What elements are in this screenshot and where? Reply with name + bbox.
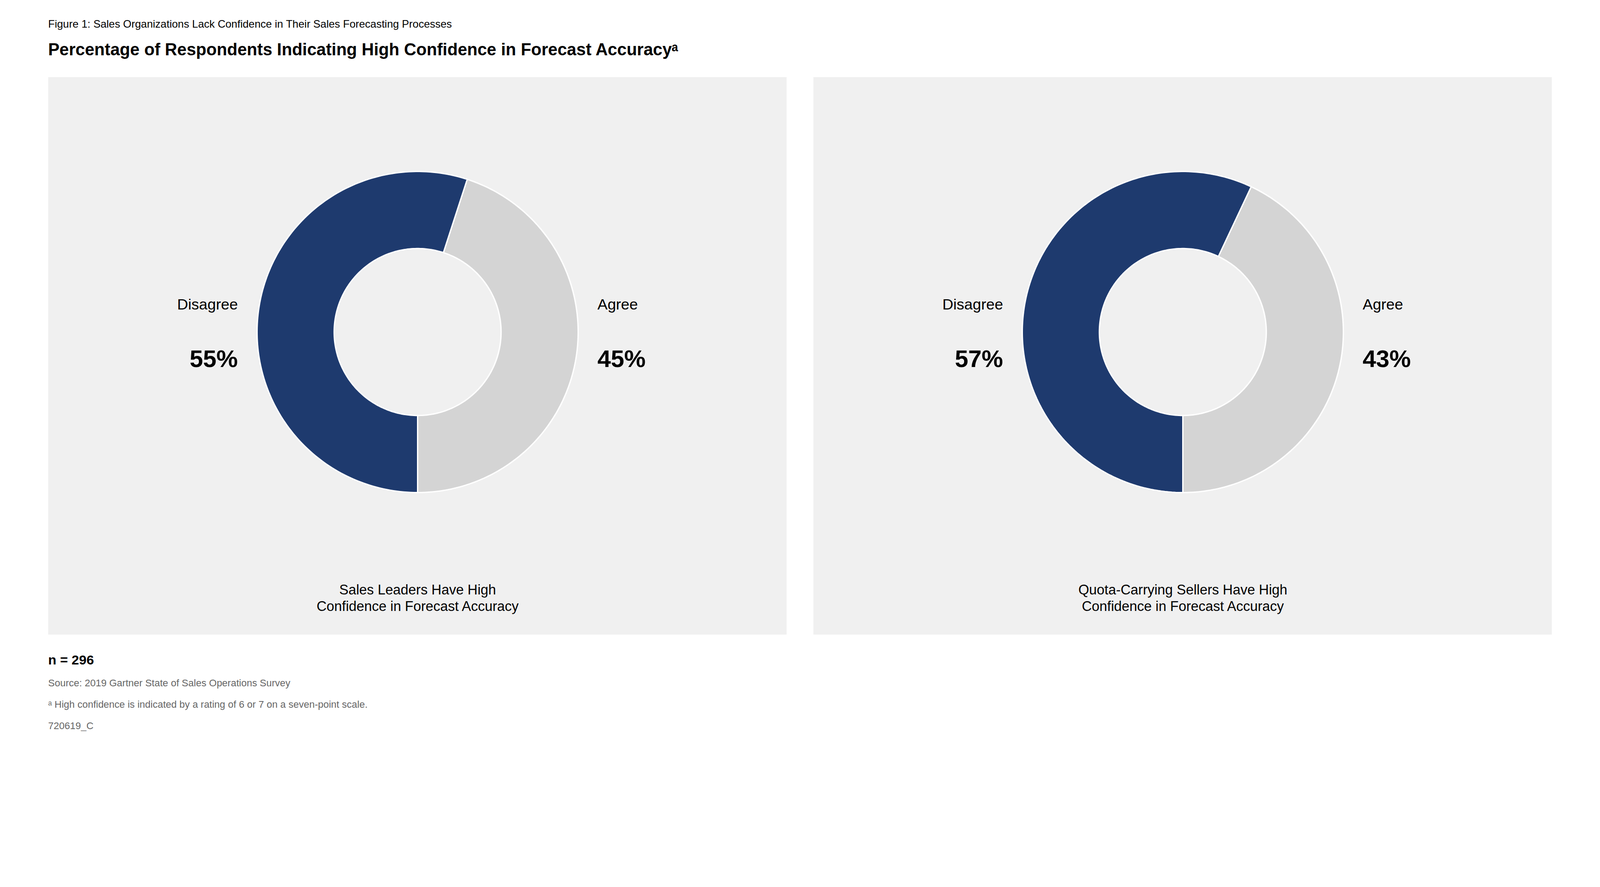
svg-text:57%: 57% <box>954 345 1003 372</box>
html-text:Figure 1: Sales Organizations: Figure 1: Sales Organizations Lack Confi… <box>48 17 452 30</box>
html-text:Percentage of Respondents Indi: Percentage of Respondents Indicating Hig… <box>48 40 679 59</box>
svg-text:55%: 55% <box>189 345 238 372</box>
html-text:ᵃ High confidence is indicated: ᵃ High confidence is indicated by a rati… <box>48 698 368 710</box>
svg-text:Disagree: Disagree <box>942 295 1003 313</box>
svg-text:Sales Leaders Have HighConfide: Sales Leaders Have HighConfidence in For… <box>316 581 520 615</box>
svg-text:Agree: Agree <box>597 295 639 313</box>
html-text:720619_C: 720619_C <box>48 720 94 732</box>
svg-text:43%: 43% <box>1362 345 1411 372</box>
svg-text:Agree: Agree <box>1362 295 1404 313</box>
svg-text:Disagree: Disagree <box>177 295 238 313</box>
svg-text:45%: 45% <box>597 345 646 372</box>
html-text:Source: 2019 Gartner State of: Source: 2019 Gartner State of Sales Oper… <box>48 677 291 689</box>
svg-text:Quota-Carrying Sellers Have Hi: Quota-Carrying Sellers Have HighConfiden… <box>1078 581 1288 615</box>
html-text:n = 296: n = 296 <box>48 652 94 668</box>
